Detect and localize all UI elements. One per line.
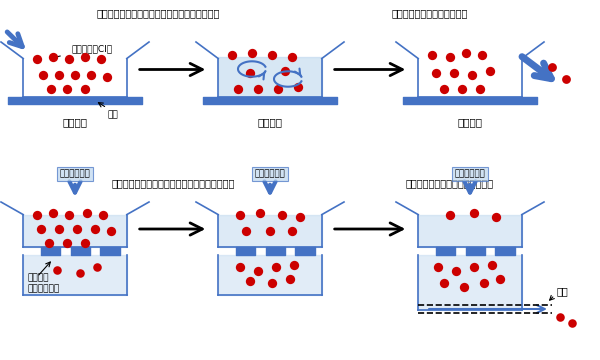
Point	[280, 68, 290, 74]
Point	[227, 52, 237, 58]
Text: 【溶出法：代揻き（支拴）による除塩の特徴】: 【溶出法：代揻き（支拴）による除塩の特徴】	[97, 8, 220, 18]
Point	[233, 86, 243, 92]
Point	[495, 276, 505, 282]
Point	[267, 280, 277, 286]
Text: 【落水】: 【落水】	[458, 117, 482, 127]
Point	[245, 70, 255, 76]
Point	[106, 228, 116, 234]
Point	[459, 284, 469, 290]
Point	[102, 74, 112, 80]
Point	[80, 54, 90, 60]
Point	[62, 86, 72, 92]
Point	[461, 50, 471, 56]
Point	[485, 68, 495, 74]
Point	[92, 264, 102, 270]
Text: 【支拄】: 【支拄】	[257, 117, 283, 127]
Point	[467, 72, 477, 78]
Point	[245, 278, 255, 284]
Point	[54, 72, 64, 78]
Point	[241, 228, 251, 234]
Point	[293, 84, 303, 90]
Point	[72, 226, 82, 232]
Point	[439, 86, 449, 92]
Point	[273, 86, 283, 92]
Point	[487, 262, 497, 268]
Point	[567, 320, 577, 326]
Point	[62, 240, 72, 246]
Point	[75, 270, 85, 276]
Point	[277, 212, 287, 218]
Point	[80, 240, 90, 246]
Point	[235, 264, 245, 270]
Point	[439, 280, 449, 286]
Point	[445, 54, 455, 60]
Point	[285, 276, 295, 282]
Text: 【地下洸透法：（縦）洸透による除塩の特徴】: 【地下洸透法：（縦）洸透による除塩の特徴】	[112, 178, 235, 188]
Text: 原理：下方への繰り返し押し出し: 原理：下方への繰り返し押し出し	[406, 178, 494, 188]
Point	[491, 214, 501, 220]
Point	[449, 70, 459, 76]
Point	[44, 240, 54, 246]
Point	[70, 72, 80, 78]
Point	[445, 212, 455, 218]
Text: 降雨又は用水: 降雨又は用水	[254, 170, 286, 179]
Point	[86, 72, 96, 78]
Point	[48, 54, 58, 60]
Point	[96, 56, 106, 62]
Point	[431, 70, 441, 76]
Point	[265, 228, 275, 234]
Text: 降雨又は用水: 降雨又は用水	[455, 170, 485, 179]
Point	[54, 226, 64, 232]
Point	[235, 212, 245, 218]
Point	[287, 54, 297, 60]
Point	[267, 52, 277, 58]
Point	[80, 86, 90, 92]
Point	[547, 64, 557, 70]
Point	[253, 268, 263, 274]
Text: 降雨又は用水: 降雨又は用水	[59, 170, 91, 179]
Point	[427, 52, 437, 58]
Point	[555, 314, 565, 320]
Point	[64, 212, 74, 218]
Point	[36, 226, 46, 232]
Point	[469, 210, 479, 216]
Point	[98, 212, 108, 218]
Point	[287, 228, 297, 234]
Point	[477, 52, 487, 58]
Point	[289, 262, 299, 268]
Point	[561, 76, 571, 82]
Point	[52, 267, 62, 273]
Point	[457, 86, 467, 92]
Point	[82, 210, 92, 216]
Point	[48, 210, 58, 216]
Point	[253, 86, 263, 92]
Text: 原理：希釈・落水の繰り返し: 原理：希釈・落水の繰り返し	[392, 8, 468, 18]
Point	[247, 50, 257, 56]
Point	[64, 56, 74, 62]
Point	[469, 264, 479, 270]
Text: 【入水】: 【入水】	[62, 117, 88, 127]
Text: 耕盤破砕
（補助暗渠）: 耕盤破砕 （補助暗渠）	[27, 273, 59, 293]
Text: 暗渠: 暗渠	[557, 286, 569, 296]
Point	[271, 264, 281, 270]
Point	[433, 264, 443, 270]
Point	[295, 214, 305, 220]
Point	[451, 268, 461, 274]
Point	[38, 72, 48, 78]
Text: 耕盤: 耕盤	[107, 110, 118, 119]
Point	[90, 226, 100, 232]
Point	[475, 86, 485, 92]
Point	[255, 210, 265, 216]
Text: 塩分（例：Cl）: 塩分（例：Cl）	[71, 44, 112, 53]
Point	[479, 280, 489, 286]
Point	[32, 212, 42, 218]
Point	[46, 86, 56, 92]
Point	[32, 56, 42, 62]
